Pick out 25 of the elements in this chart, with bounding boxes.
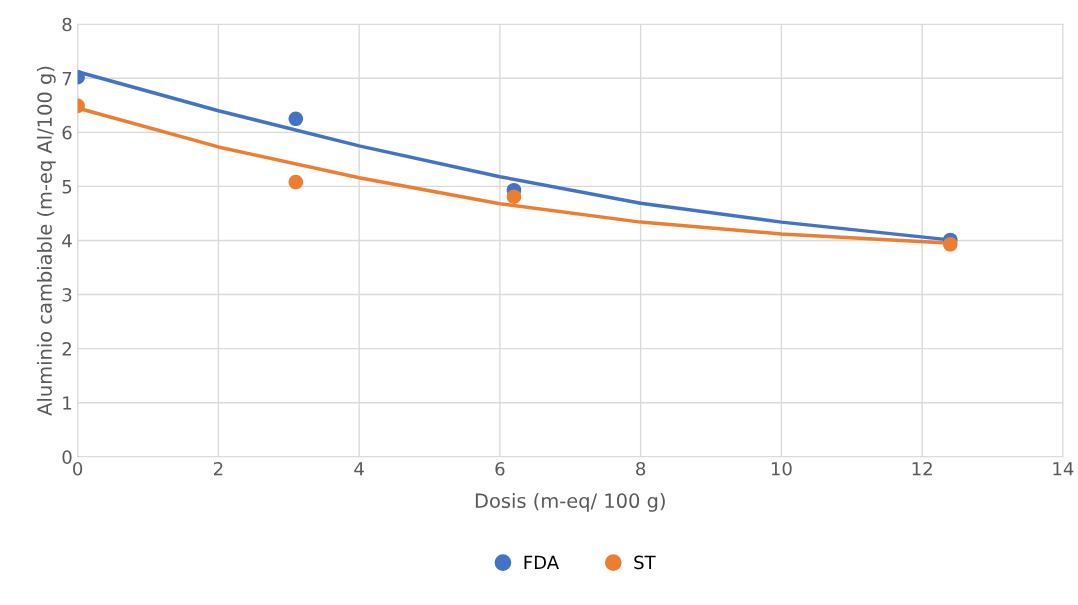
- y-tick-label: 4: [62, 234, 72, 248]
- point: [506, 189, 522, 204]
- x-tick-label: 8: [636, 461, 646, 476]
- legend-label: ST: [634, 555, 656, 570]
- y-tick-label: 1: [63, 396, 72, 410]
- x-tick-label: 4: [354, 462, 364, 476]
- legend-label: FDA: [524, 555, 559, 569]
- point: [288, 174, 304, 190]
- y-tick-label: 5: [62, 180, 72, 194]
- y-tick-label: 2: [62, 342, 71, 356]
- y-tick-label: 3: [62, 288, 72, 302]
- x-tick-label: 0: [73, 461, 83, 476]
- y-tick-label: 8: [62, 17, 72, 32]
- y-tick-label: 6: [62, 125, 72, 140]
- y-axis-title: Aluminio cambiable (m-eq Al/100 g): [36, 66, 56, 416]
- x-tick-label: 14: [1053, 462, 1074, 476]
- y-tick-label: 7: [62, 71, 72, 86]
- x-tick-label: 2: [213, 461, 223, 476]
- x-tick-label: 12: [912, 461, 932, 476]
- point: [943, 236, 958, 252]
- y-tick-label: 0: [62, 450, 72, 464]
- x-tick-label: 6: [495, 461, 505, 476]
- x-axis-title: Dosis (m-eq/ 100 g): [475, 493, 665, 512]
- point: [288, 111, 304, 127]
- x-tick-label: 10: [771, 461, 792, 476]
